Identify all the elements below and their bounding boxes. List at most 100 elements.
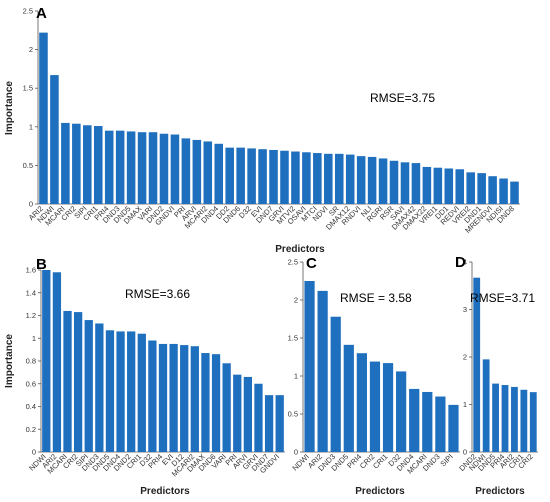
bar-dnd6	[211, 354, 221, 452]
bar-mrendvi	[488, 176, 497, 204]
bar-evi	[258, 149, 267, 204]
bar-rndvi	[356, 156, 366, 204]
rmse-annotation: RMSE=3.66	[125, 287, 190, 301]
bar-dnd1	[477, 173, 486, 204]
bar-d32	[396, 371, 407, 452]
panel-letter: B	[36, 256, 47, 273]
y-tick-label: 2	[294, 296, 298, 305]
bar-cri2	[73, 312, 83, 452]
y-tick-label: 1	[29, 122, 33, 131]
bar-pri4	[356, 353, 367, 452]
bar-pri4	[501, 385, 509, 452]
bar-ndwi	[50, 75, 59, 204]
x-axis-title: Predictors	[275, 244, 325, 255]
bar-cri1	[382, 363, 394, 452]
bar-gndvi	[275, 395, 284, 453]
bar-cri1	[93, 126, 103, 204]
y-tick-label: 2.5	[23, 7, 33, 16]
bar-dnd2	[159, 133, 169, 204]
bar-dnd5	[343, 344, 354, 452]
bar-ndwi	[42, 270, 51, 452]
bar-mcari2	[203, 141, 213, 204]
bar-evi	[169, 343, 178, 452]
y-tick-label: 0.4	[26, 402, 36, 411]
bar-dnd7	[264, 395, 274, 453]
panel-letter: D	[455, 254, 466, 271]
y-tick-label: 1.4	[26, 288, 36, 297]
y-tick-label: 3	[463, 305, 467, 314]
bar-dnd3	[95, 323, 104, 452]
y-tick-label: 4	[463, 258, 467, 267]
bar-dnd5	[492, 383, 499, 452]
bar-arvi	[192, 139, 202, 204]
bar-ndwi	[304, 281, 315, 452]
x-axis-title: Predictors	[475, 486, 525, 497]
bar-mcari2	[190, 346, 199, 452]
y-tick-label: 1.6	[26, 266, 36, 275]
bar-ndvi	[324, 153, 333, 204]
bar-d12	[180, 345, 189, 452]
bar-pri	[181, 138, 191, 204]
bar-vrei1	[433, 167, 443, 204]
bar-dmax	[201, 353, 210, 452]
bar-dnd4	[214, 143, 224, 204]
bar-osavi	[302, 152, 311, 204]
y-tick-label: 0.5	[288, 410, 298, 419]
bar-sipi	[448, 404, 459, 452]
y-tick-label: 2.5	[288, 258, 298, 267]
chart-panel-c: 00.511.522.5NDWIARI2DND3DND5PRI4CRI2CRI1…	[288, 255, 460, 497]
x-tick-label: SIPI	[438, 452, 454, 468]
bar-dnd2	[127, 331, 136, 452]
bar-ndwi	[482, 359, 490, 453]
bar-vari	[148, 132, 158, 204]
bar-dmax	[137, 132, 147, 204]
y-tick-label: 0.8	[26, 357, 36, 366]
y-axis-title: Importance	[4, 81, 15, 135]
bar-dnd3	[435, 396, 446, 452]
bar-ari2	[511, 386, 518, 452]
bar-mtci	[313, 153, 322, 204]
bar-grvi	[280, 150, 289, 204]
bar-dnd8	[510, 181, 519, 204]
bar-pri	[233, 374, 242, 452]
rmse-annotation: RMSE = 3.58	[340, 291, 412, 305]
bar-cri2	[529, 392, 537, 452]
bar-dnd3	[115, 130, 125, 204]
chart-panel-a: 00.511.522.5ARI2NDWIMCARICRI2SIPICRI1PRI…	[4, 5, 520, 255]
bar-sipi	[83, 125, 92, 204]
rmse-annotation: RMSE=3.71	[470, 291, 535, 305]
bar-dd2	[225, 147, 234, 204]
bar-nli	[367, 156, 377, 204]
y-tick-label: 0	[294, 448, 298, 457]
bar-vari	[222, 363, 231, 452]
bar-rgri	[378, 158, 388, 204]
y-tick-label: 0.6	[26, 379, 36, 388]
y-axis-title: Importance	[4, 334, 15, 388]
x-axis-title: Predictors	[140, 486, 190, 497]
chart-panel-b: 00.20.40.60.811.21.41.6NDWIARI2MCARICRI2…	[4, 256, 285, 497]
bar-sr	[334, 153, 344, 204]
bar-d32	[247, 148, 256, 204]
bar-dmax42	[411, 163, 421, 204]
bar-mcari	[61, 122, 70, 204]
bar-gndvi	[170, 134, 180, 204]
bar-pri4	[158, 343, 168, 452]
bar-rsr	[389, 160, 399, 204]
panel-letter: A	[36, 5, 47, 22]
y-tick-label: 1.2	[26, 311, 36, 320]
bar-dnd5	[126, 131, 136, 204]
bar-dnd2	[473, 277, 481, 452]
bar-dmax22	[422, 166, 432, 204]
bar-dd1	[444, 168, 454, 204]
y-tick-label: 1	[32, 334, 36, 343]
bar-dnd4	[116, 331, 125, 452]
bar-pri4	[104, 130, 114, 204]
bar-dmax12	[345, 154, 355, 204]
x-axis-title: Predictors	[355, 486, 405, 497]
y-tick-label: 0.2	[26, 425, 36, 434]
bar-cri1	[137, 333, 146, 452]
bar-sipi	[84, 320, 93, 452]
bar-savi	[400, 162, 410, 204]
panel-letter: C	[306, 255, 317, 272]
